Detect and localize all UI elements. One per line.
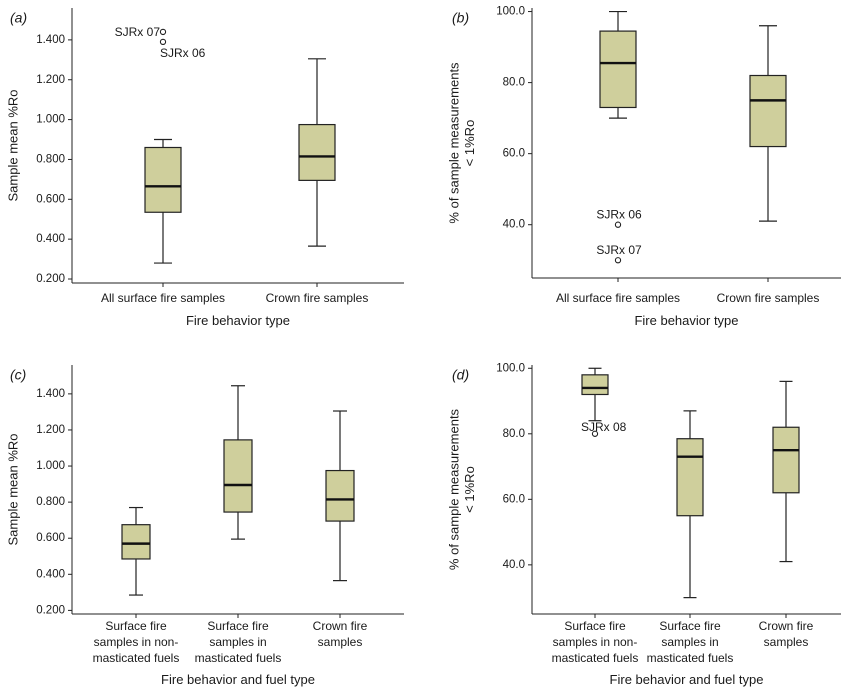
iqr-box xyxy=(223,439,253,513)
outlier-point xyxy=(614,257,622,264)
panel-b: (b) 40.0 60.0 80.0 100.0 % of sample measurem… xyxy=(447,6,841,328)
outlier-label: SJRx 07 xyxy=(115,25,161,39)
y-tick-label: 0.800 xyxy=(36,496,65,508)
iqr-box xyxy=(144,146,182,213)
y-tick-label: 1.200 xyxy=(36,74,65,86)
y-tick-label: 100.0 xyxy=(496,362,525,374)
iqr-box xyxy=(298,123,336,181)
outlier-label: SJRx 06 xyxy=(596,208,642,222)
outlier-point xyxy=(614,221,622,228)
box-plot: Surface fire samples in masticated fuels xyxy=(647,410,734,665)
panel-c: (c) 0.200 0.400 0.600 0.800 1.000 1.200 1.400 Sa… xyxy=(6,365,404,687)
box-plot: Crown fire samples xyxy=(717,25,820,305)
y-tick-label: 0.600 xyxy=(36,193,65,205)
outlier-point xyxy=(159,28,167,36)
panel-a: (a) 0.200 0.400 0.600 0.800 1.000 1.200 1.400 Sa… xyxy=(6,8,404,328)
outlier-label: SJRx 08 xyxy=(581,420,627,434)
category-label: Surface fire samples in non-masticated fu… xyxy=(552,619,639,665)
x-axis-title: Fire behavior type xyxy=(186,313,290,328)
iqr-box xyxy=(749,74,787,148)
box-plot: Surface fire samples in masticated fuels xyxy=(195,385,282,665)
y-tick-label: 1.400 xyxy=(36,34,65,46)
panel-letter: (d) xyxy=(452,366,469,382)
category-label: All surface fire samples xyxy=(556,291,680,305)
category-label: Surface fire samples in masticated fuels xyxy=(647,619,734,665)
outlier-label: SJRx 07 xyxy=(596,243,642,257)
panel-d: (d) 40.0 60.0 80.0 100.0 % of sample measurem… xyxy=(447,362,841,687)
y-axis-title: Sample mean %Ro xyxy=(6,434,21,546)
y-tick-label: 80.0 xyxy=(503,428,525,440)
y-tick-label: 0.200 xyxy=(36,273,65,285)
iqr-box xyxy=(676,438,704,517)
iqr-box xyxy=(599,30,637,109)
y-tick-label: 40.0 xyxy=(503,559,525,571)
y-axis-title: % of sample measurements< 1%Ro xyxy=(447,408,478,570)
y-tick-label: 0.800 xyxy=(36,153,65,165)
category-label: Crown fire samples xyxy=(313,619,368,649)
y-tick-label: 40.0 xyxy=(503,219,525,231)
y-tick-label: 60.0 xyxy=(503,148,525,160)
y-tick-label: 0.400 xyxy=(36,233,65,245)
panel-letter: (a) xyxy=(10,9,27,25)
category-label: Surface fire samples in masticated fuels xyxy=(195,619,282,665)
iqr-box xyxy=(581,374,609,396)
category-label: Crown fire samples xyxy=(266,291,369,305)
iqr-box xyxy=(121,524,151,560)
y-tick-label: 1.400 xyxy=(36,388,65,400)
y-tick-label: 80.0 xyxy=(503,77,525,89)
panel-letter: (b) xyxy=(452,9,469,25)
y-axis-title: % of sample measurements< 1%Ro xyxy=(447,62,478,224)
y-tick-label: 1.000 xyxy=(36,114,65,126)
panel-letter: (c) xyxy=(10,366,26,382)
box-plot: Surface fire samples in non-masticated fu… xyxy=(552,367,639,665)
category-label: Crown fire samples xyxy=(717,291,820,305)
category-label: Crown fire samples xyxy=(759,619,814,649)
iqr-box xyxy=(325,469,355,522)
y-tick-label: 0.200 xyxy=(36,604,65,616)
y-tick-label: 0.400 xyxy=(36,568,65,580)
box-plot: Crown fire samples xyxy=(759,380,814,649)
y-tick-label: 0.600 xyxy=(36,532,65,544)
x-axis-title: Fire behavior type xyxy=(634,313,738,328)
y-tick-label: 60.0 xyxy=(503,493,525,505)
category-label: Surface fire samples in non-masticated fu… xyxy=(93,619,180,665)
y-tick-label: 100.0 xyxy=(496,6,525,18)
y-tick-label: 1.000 xyxy=(36,460,65,472)
x-axis-title: Fire behavior and fuel type xyxy=(161,672,315,687)
box-plot: Surface fire samples in non-masticated fu… xyxy=(93,506,180,665)
box-plot: Crown fire samples xyxy=(313,410,368,649)
box-plot: All surface fire samples SJRx 06 SJRx 07 xyxy=(556,10,680,305)
y-axis-title: Sample mean %Ro xyxy=(6,90,21,202)
x-axis-title: Fire behavior and fuel type xyxy=(610,672,764,687)
box-plot: Crown fire samples xyxy=(266,58,369,305)
box-plot: All surface fire samples SJRx 07 SJRx 06 xyxy=(101,25,225,305)
y-tick-label: 1.200 xyxy=(36,424,65,436)
iqr-box xyxy=(772,426,800,494)
outlier-point xyxy=(159,38,167,46)
category-label: All surface fire samples xyxy=(101,291,225,305)
outlier-point xyxy=(591,430,599,437)
outlier-label: SJRx 06 xyxy=(160,46,206,60)
